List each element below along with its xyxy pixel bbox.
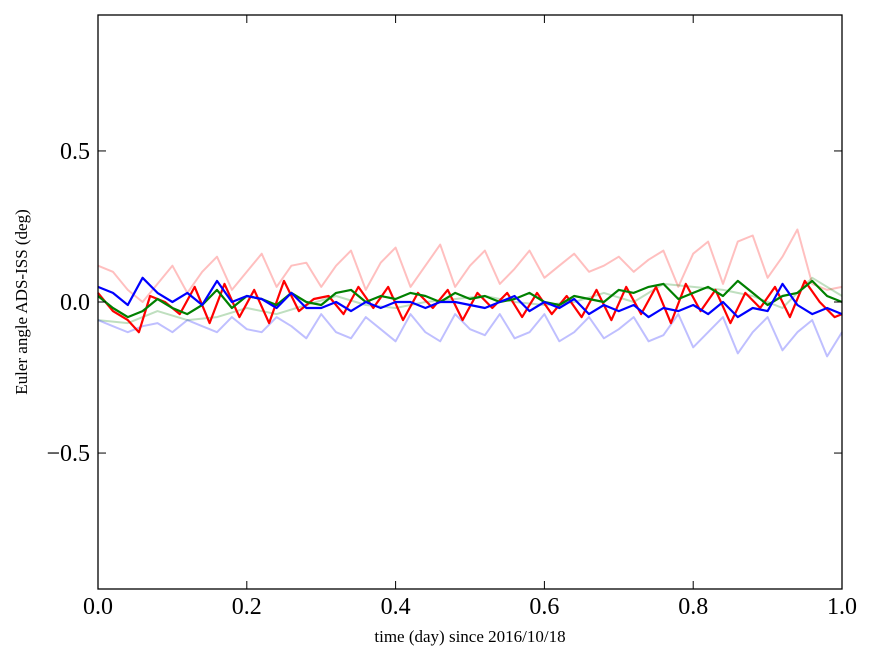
y-tick-label: 0.5 <box>60 139 90 165</box>
plot-frame <box>97 14 843 590</box>
y-tick-label: 0.0 <box>60 290 90 316</box>
series-line-5 <box>97 279 843 319</box>
x-tick-label: 1.0 <box>827 594 857 620</box>
x-tick-label: 0.4 <box>381 594 411 620</box>
series-lines <box>97 228 843 358</box>
y-tick-label: −0.5 <box>46 441 90 467</box>
x-tick-label: 0.2 <box>232 594 262 620</box>
x-tick-label: 0.0 <box>83 594 113 620</box>
axis-ticks: 0.0 0.2 0.4 0.6 0.8 1.0 −0.5 0.0 0.5 <box>46 15 857 620</box>
series-line-6 <box>97 276 843 319</box>
series-line-1 <box>97 228 843 303</box>
series-line-4 <box>97 279 843 334</box>
series-line-3 <box>97 313 843 358</box>
series-line-2 <box>97 276 843 325</box>
x-tick-label: 0.6 <box>529 594 559 620</box>
y-axis-label: Euler angle ADS-ISS (deg) <box>12 209 31 395</box>
x-axis-label: time (day) since 2016/10/18 <box>374 627 565 646</box>
x-tick-label: 0.8 <box>678 594 708 620</box>
